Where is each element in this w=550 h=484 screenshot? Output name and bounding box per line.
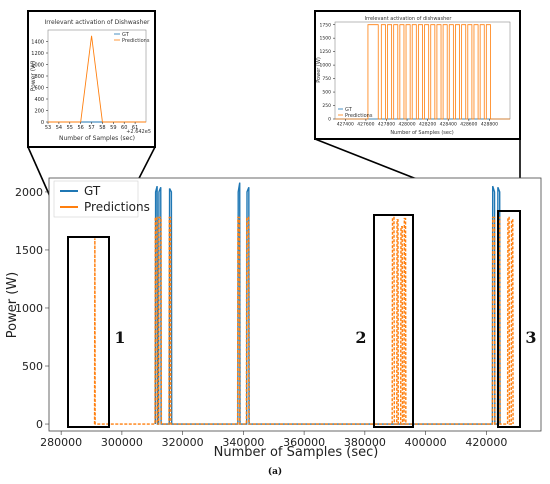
main-x-tick-label: 420000 [465,436,507,449]
main-plot-frame [48,177,542,432]
inset-3-x-tick-label: 427600 [357,122,374,128]
inset-1-y-tick-label: 200 [34,108,44,114]
inset-3-y-tick-label: 1500 [320,36,332,42]
main-series-predictions [93,216,514,425]
inset-3-y-tick-label: 1750 [320,22,332,28]
inset-1-x-tick-label: 53 [45,125,51,131]
inset-3-y-tick-label: 500 [322,90,331,96]
inset-3-x-tick-label: 427400 [337,122,354,128]
inset-1-x-tick-label: 59 [110,125,116,131]
main-y-tick-label: 2000 [15,186,43,199]
main-y-tick-label: 1000 [15,302,43,315]
highlight-box-1 [67,236,110,428]
inset-1-x-tick-label: 60 [121,125,127,131]
main-x-tick-label: 340000 [222,436,264,449]
region-label-1: 1 [114,328,125,347]
inset-1-y-tick-label: 1200 [31,51,44,57]
main-x-axis-label: Number of Samples (sec) [214,445,379,460]
inset-3-x-axis-label: Number of Samples (sec) [390,130,453,136]
inset-3-y-tick-label: 1000 [320,63,332,69]
inset-1-y-tick-label: 0 [41,120,44,126]
inset-1-y-tick-label: 1400 [31,39,44,45]
inset-1-x-tick-label: 61 [132,125,138,131]
main-y-tick-label: 1500 [15,244,43,257]
inset-1-y-tick-label: 1000 [31,62,44,68]
inset-3-x-tick-label: 428600 [460,122,477,128]
inset-3-x-tick-label: 427800 [378,122,395,128]
inset-3-y-tick-label: 0 [328,117,331,123]
inset-1-title: Irrelevant activation of Dishwasher [44,19,150,26]
inset-1-x-tick-label: 55 [67,125,73,131]
main-x-tick-label: 360000 [283,436,325,449]
highlight-box-3 [497,210,521,428]
inset-3-x-tick-label: 428000 [398,122,415,128]
main-y-axis-label: Power (W) [5,272,20,338]
inset-3-title: Irrelevant activation of dishwasher [365,16,453,22]
main-x-tick-label: 380000 [344,436,386,449]
inset-3-x-tick-label: 428800 [481,122,498,128]
main-x-tick-label: 400000 [405,436,447,449]
inset-3-y-tick-label: 750 [322,76,331,82]
inset-1-y-tick-label: 400 [34,97,44,103]
main-x-tick-label: 320000 [162,436,204,449]
inset-1-offset-text: +2.642e5 [126,129,151,135]
inset-3-legend-gt-label: GT [345,107,353,113]
inset-1-y-tick-label: 800 [34,74,44,80]
main-y-tick-label: 500 [22,360,43,373]
inset-1-x-axis-label: Number of Samples (sec) [59,135,135,142]
inset-1-y-tick-label: 600 [34,85,44,91]
inset-1-x-tick-label: 58 [99,125,105,131]
inset-3-x-tick-label: 428400 [440,122,457,128]
inset-1-y-axis-label: Power (W) [30,61,37,92]
region-label-3: 3 [525,328,536,347]
inset-1: 0 200 400 600 800 1000 1200 1400 53 54 55 56 57 58 59… [27,10,156,148]
main-legend: GT Predictions [53,180,150,218]
highlight-box-2 [373,214,414,428]
inset-1-legend-gt-label: GT [122,32,130,38]
inset-1-x-tick-label: 56 [77,125,83,131]
inset-1-x-tick-label: 57 [88,125,94,131]
main-x-tick-label: 300000 [101,436,143,449]
main-y-tick-label: 0 [36,418,43,431]
inset-1-legend-pred-label: Predictions [122,38,150,44]
inset-3-y-tick-label: 1250 [320,49,332,55]
main-x-tick-label: 280000 [40,436,82,449]
main-legend-pred-label: Predictions [84,200,150,214]
region-label-2: 2 [355,328,366,347]
inset-3-x-tick-label: 428200 [419,122,436,128]
inset-3-series-predictions [335,24,510,120]
inset-3-y-tick-label: 250 [322,103,331,109]
inset-3: 0 250 500 750 1000 1250 1500 1750 427400 427600 4… [314,10,521,140]
figure-caption: (a) [268,466,282,477]
inset-3-y-axis-label: Power (W) [316,57,322,83]
inset-1-x-tick-label: 54 [56,125,62,131]
main-legend-gt-label: GT [84,184,101,198]
inset-3-legend-pred-label: Predictions [345,113,373,119]
main-legend-box [53,180,139,218]
